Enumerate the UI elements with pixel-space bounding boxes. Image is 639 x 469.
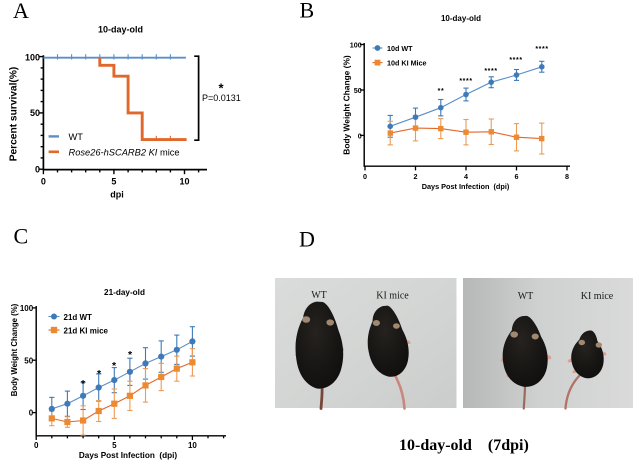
svg-text:2: 2 [414, 172, 418, 181]
svg-text:WT: WT [311, 290, 327, 301]
svg-text:10d KI Mice: 10d KI Mice [387, 59, 427, 68]
svg-text:Percent survival(%): Percent survival(%) [9, 67, 20, 162]
svg-text:50: 50 [24, 356, 33, 365]
svg-text:**: ** [438, 88, 445, 95]
svg-text:B: B [300, 0, 315, 23]
svg-text:21-day-old: 21-day-old [104, 288, 145, 297]
svg-text:****: **** [535, 46, 548, 53]
svg-text:*: * [112, 360, 117, 372]
svg-text:****: **** [459, 78, 472, 85]
svg-text:0: 0 [363, 172, 367, 181]
svg-text:0: 0 [35, 165, 40, 175]
svg-text:6: 6 [515, 172, 519, 181]
svg-text:****: **** [484, 68, 497, 75]
svg-text:50: 50 [30, 108, 40, 118]
svg-text:*: * [81, 378, 86, 390]
svg-text:0: 0 [41, 177, 46, 187]
svg-text:100: 100 [25, 52, 40, 62]
svg-text:Days Post Infection (dpi): Days Post Infection (dpi) [79, 451, 178, 460]
svg-text:0: 0 [29, 409, 34, 418]
svg-text:*: * [218, 81, 224, 96]
svg-text:100: 100 [350, 40, 362, 49]
svg-text:0: 0 [358, 131, 362, 140]
svg-text:10: 10 [179, 177, 189, 187]
svg-text:D: D [299, 227, 315, 252]
svg-text:*: * [97, 368, 102, 380]
svg-text:KI mice: KI mice [376, 291, 409, 302]
svg-text:21d KI mice: 21d KI mice [64, 326, 109, 335]
svg-text:8: 8 [565, 172, 569, 181]
svg-text:5: 5 [112, 441, 117, 450]
svg-text:100: 100 [20, 304, 34, 313]
svg-text:10-day-old: 10-day-old [441, 14, 481, 23]
svg-text:Rose26-hSCARB2 KI mice: Rose26-hSCARB2 KI mice [69, 148, 180, 158]
svg-text:WT: WT [69, 132, 84, 142]
svg-text:5: 5 [111, 177, 116, 187]
svg-text:*: * [128, 349, 133, 361]
svg-text:10-day-old: 10-day-old [98, 24, 143, 34]
svg-text:0: 0 [34, 441, 39, 450]
svg-text:A: A [13, 0, 29, 23]
svg-text:50: 50 [354, 86, 362, 95]
svg-text:10: 10 [188, 441, 197, 450]
svg-text:****: **** [509, 57, 522, 64]
svg-text:Days Post Infection (dpi): Days Post Infection (dpi) [422, 182, 510, 191]
svg-text:P=0.0131: P=0.0131 [202, 93, 241, 103]
svg-text:21d WT: 21d WT [64, 313, 93, 322]
svg-text:10-day-old (7dpi): 10-day-old (7dpi) [399, 437, 529, 454]
svg-text:10d WT: 10d WT [387, 44, 413, 53]
svg-text:dpi: dpi [110, 190, 124, 200]
svg-text:4: 4 [464, 172, 468, 181]
svg-text:Body Weight Change (%): Body Weight Change (%) [342, 55, 352, 155]
svg-text:C: C [14, 224, 29, 249]
svg-text:Body Weight Change (%): Body Weight Change (%) [10, 303, 19, 396]
svg-text:WT: WT [518, 291, 534, 302]
svg-text:KI mice: KI mice [581, 291, 614, 302]
